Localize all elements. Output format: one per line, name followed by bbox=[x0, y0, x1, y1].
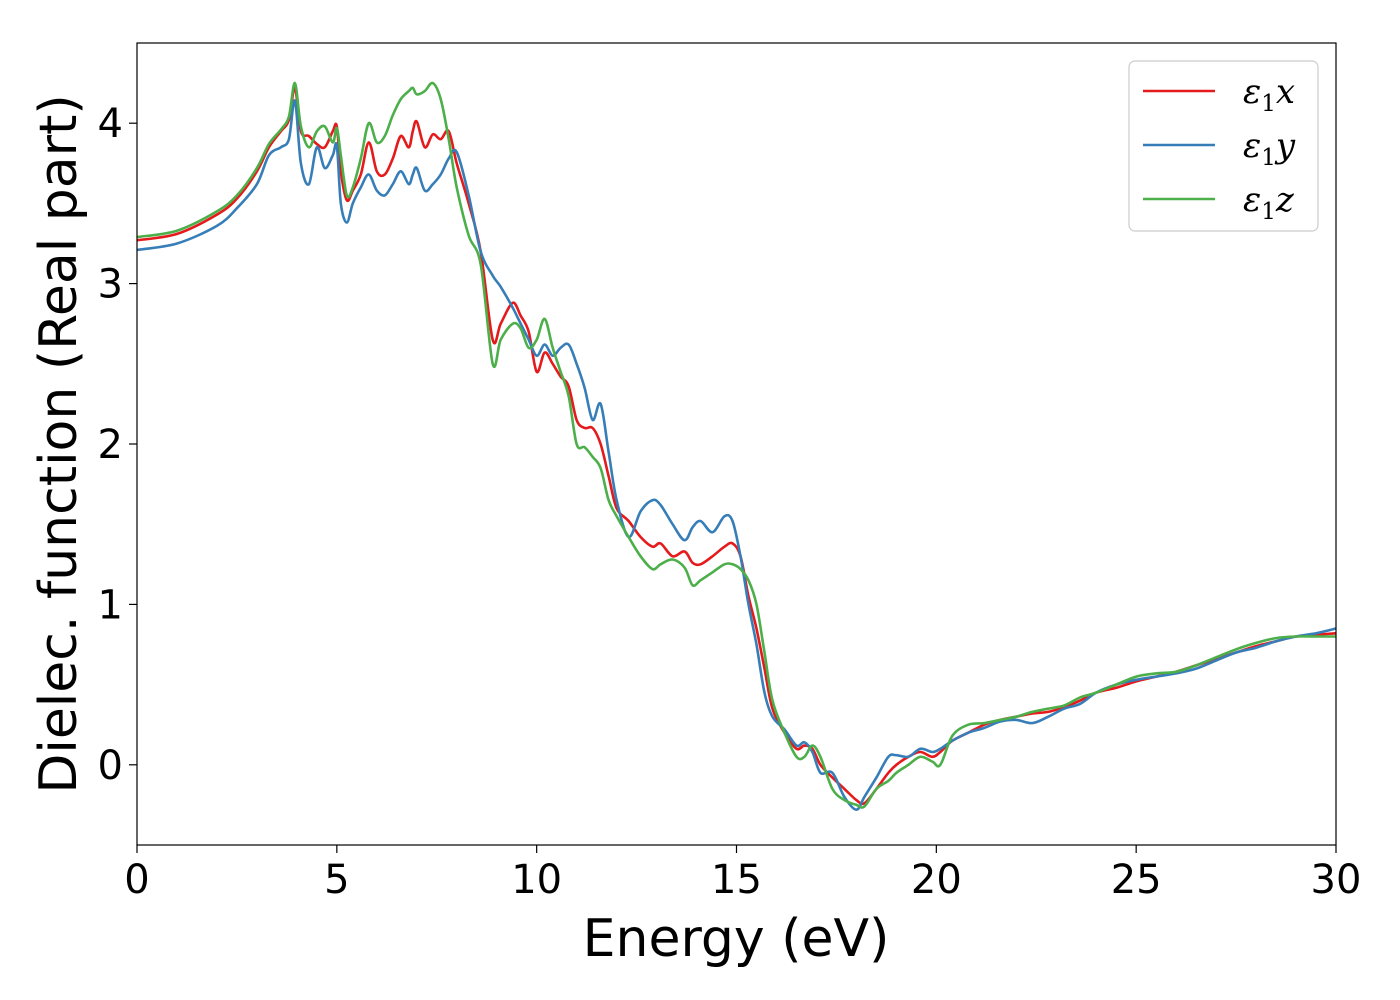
series-line-y bbox=[136, 99, 1337, 811]
legend-label-x: ε1x bbox=[1243, 72, 1295, 117]
x-tick-label: 15 bbox=[711, 857, 762, 903]
x-axis-title: Energy (eV) bbox=[583, 909, 890, 969]
legend-axis: y bbox=[1274, 126, 1296, 166]
x-tick-label: 25 bbox=[1111, 857, 1162, 903]
x-tick-label: 10 bbox=[511, 857, 562, 903]
y-tick-label: 4 bbox=[98, 101, 123, 147]
y-tick-label: 1 bbox=[98, 582, 123, 628]
x-tick-label: 0 bbox=[124, 857, 149, 903]
y-axis-title: Dielec. function (Real part) bbox=[29, 94, 89, 793]
legend-symbol: ε bbox=[1243, 72, 1261, 112]
legend-symbol: ε bbox=[1243, 180, 1261, 220]
y-tick-label: 3 bbox=[98, 262, 123, 308]
y-tick-label: 2 bbox=[98, 422, 123, 468]
legend-label-y: ε1y bbox=[1243, 126, 1296, 171]
y-axis: 0 1 2 3 4 bbox=[98, 101, 137, 789]
y-tick-label: 0 bbox=[98, 743, 123, 789]
x-tick-label: 5 bbox=[324, 857, 349, 903]
legend-box bbox=[1128, 60, 1319, 232]
legend-subscript: 1 bbox=[1261, 199, 1276, 225]
series-line-z bbox=[136, 81, 1336, 809]
legend-axis: z bbox=[1275, 180, 1295, 220]
x-axis: 0 5 10 15 20 25 30 bbox=[124, 845, 1361, 903]
legend-axis: x bbox=[1276, 72, 1295, 112]
legend-label-z: ε1z bbox=[1243, 180, 1295, 225]
legend-subscript: 1 bbox=[1261, 91, 1276, 117]
x-tick-label: 30 bbox=[1311, 857, 1362, 903]
x-tick-label: 20 bbox=[911, 857, 962, 903]
legend-symbol: ε bbox=[1243, 126, 1261, 166]
series-layer bbox=[136, 81, 1337, 811]
legend-subscript: 1 bbox=[1261, 145, 1276, 171]
